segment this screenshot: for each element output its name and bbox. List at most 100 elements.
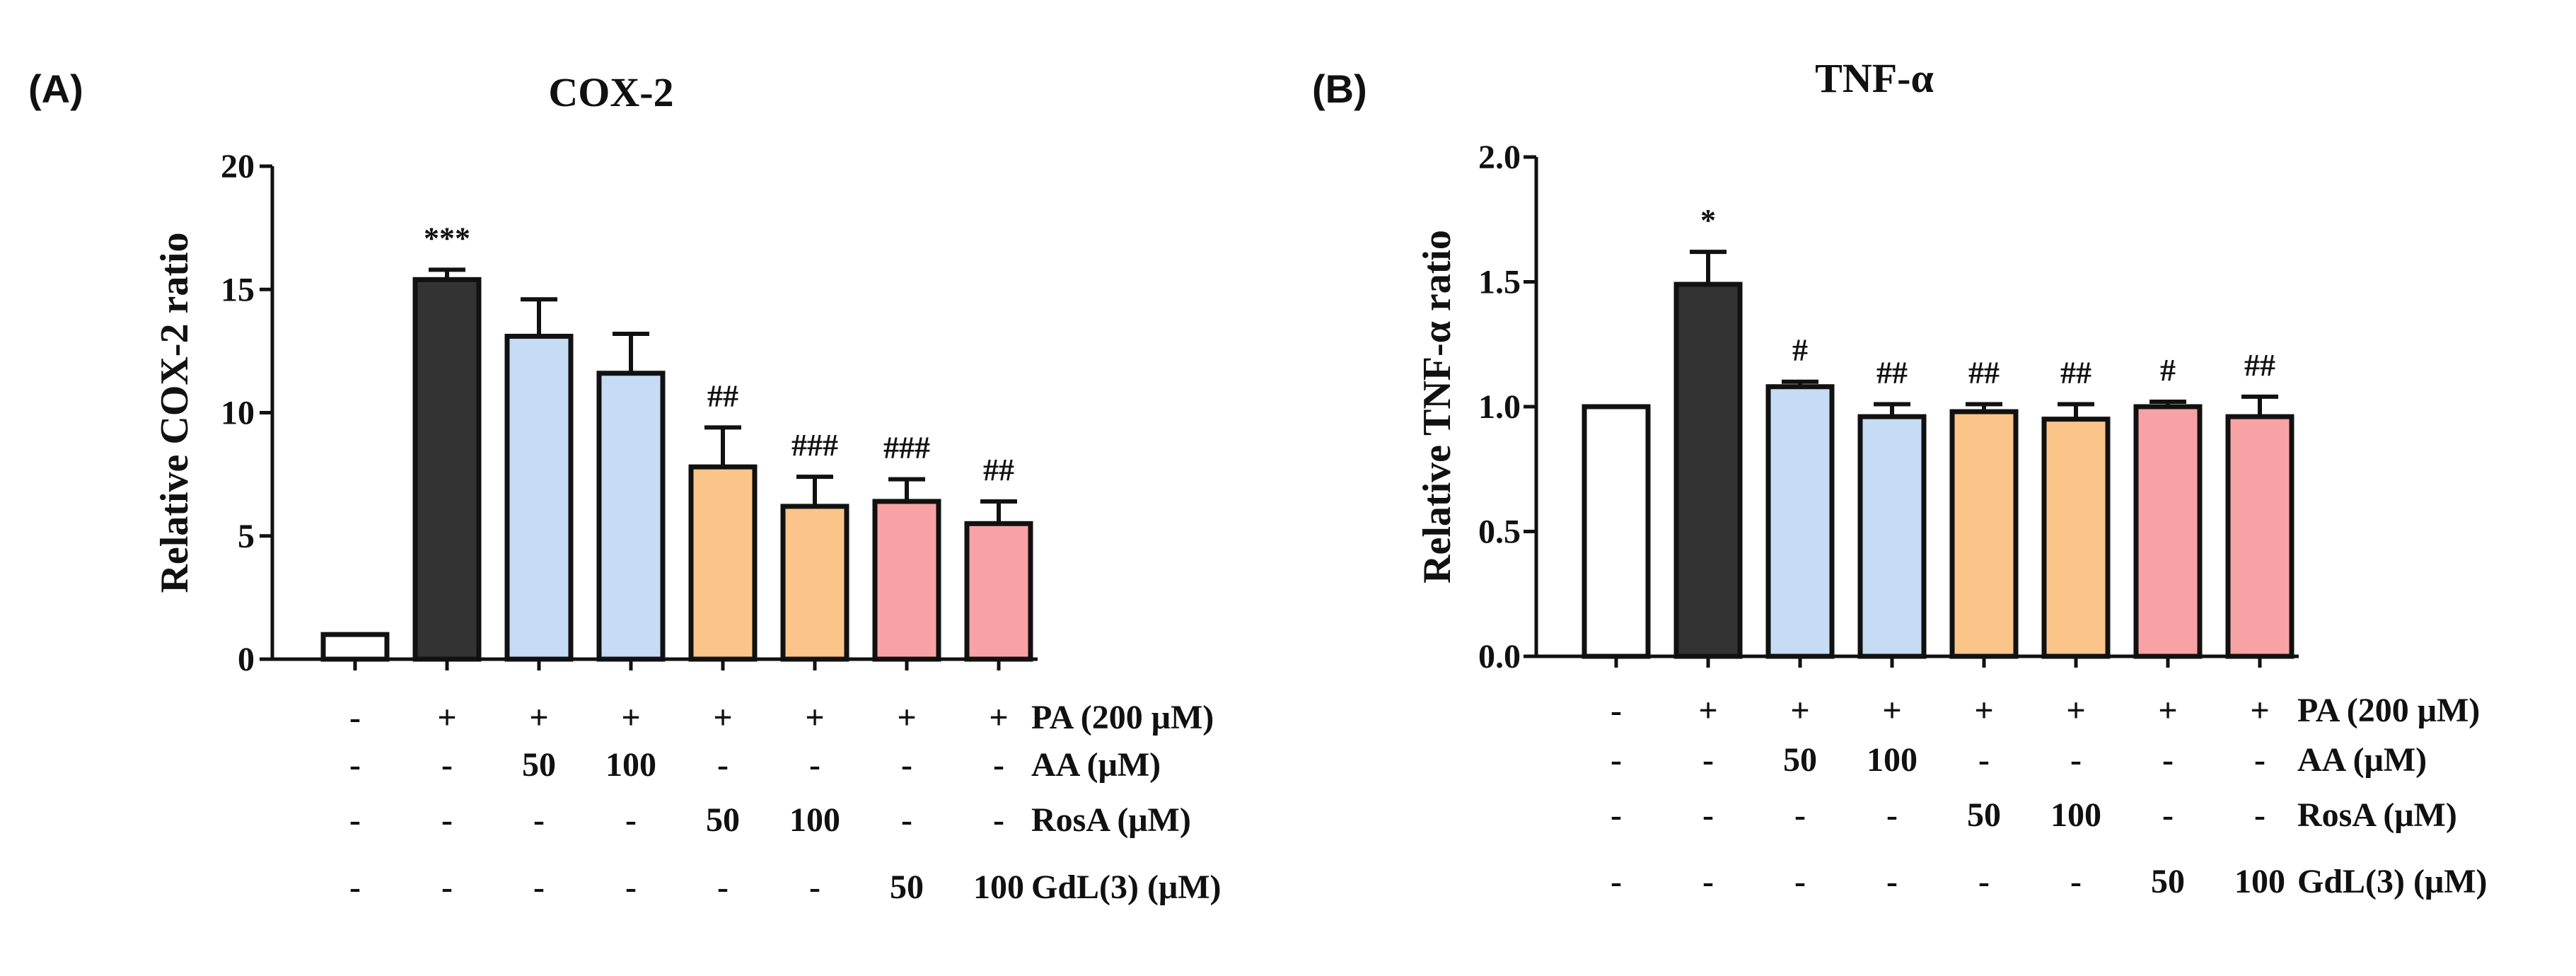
- bar: [596, 371, 666, 662]
- condition-cell: -: [1886, 796, 1898, 834]
- significance-marker: ##: [2244, 348, 2275, 383]
- condition-cell: -: [1794, 863, 1806, 900]
- significance-marker: #: [2160, 353, 2176, 388]
- condition-row-label: PA (200 μM): [1031, 699, 1214, 736]
- condition-cell: 100: [789, 801, 840, 839]
- condition-row-label: AA (μM): [1031, 746, 1161, 784]
- panel-label: (A): [28, 66, 83, 111]
- significance-marker: ##: [707, 378, 738, 413]
- bar: [2225, 414, 2294, 659]
- bar: [1765, 384, 1835, 659]
- condition-cell: -: [1611, 863, 1622, 900]
- significance-marker: *: [1700, 203, 1716, 238]
- y-tick-label: 10: [221, 395, 255, 432]
- condition-cell: -: [441, 801, 453, 839]
- condition-cell: -: [441, 746, 453, 784]
- condition-cell: -: [349, 801, 361, 839]
- condition-cell: -: [625, 801, 637, 839]
- y-tick-label: 5: [238, 518, 255, 555]
- condition-cell: -: [1794, 796, 1806, 834]
- chart-title: COX-2: [548, 69, 673, 115]
- condition-cell: 50: [1967, 796, 2001, 834]
- condition-row-label: RosA (μM): [1031, 801, 1191, 839]
- condition-cell: -: [2254, 741, 2265, 779]
- condition-cell: 100: [2234, 863, 2285, 900]
- condition-cell: -: [901, 801, 912, 839]
- condition-cell: -: [2162, 741, 2174, 779]
- condition-cell: +: [2066, 692, 2085, 729]
- condition-cell: +: [897, 699, 916, 736]
- bar: [2041, 417, 2111, 659]
- y-tick-label: 0: [238, 641, 255, 678]
- condition-cell: -: [2254, 796, 2265, 834]
- condition-cell: -: [533, 868, 545, 906]
- condition-cell: -: [1978, 863, 1990, 900]
- condition-cell: +: [437, 699, 456, 736]
- condition-cell: -: [1702, 741, 1714, 779]
- panel-b-tnf-alpha-chart: (B) TNF-α Relative TNF-α ratio 0.0 0.5 1.0 1.5…: [1312, 55, 2488, 900]
- condition-cell: +: [805, 699, 824, 736]
- condition-cell: -: [2070, 863, 2082, 900]
- bar: [1673, 281, 1743, 659]
- bar: [1582, 404, 1651, 659]
- condition-cell: -: [993, 746, 1004, 784]
- condition-cell: -: [1978, 741, 1990, 779]
- significance-marker: ###: [883, 431, 930, 465]
- condition-cell: -: [349, 868, 361, 906]
- condition-cell: 100: [2050, 796, 2101, 834]
- significance-marker: ##: [1876, 355, 1908, 390]
- condition-cell: 50: [890, 868, 924, 906]
- condition-cell: -: [1611, 741, 1622, 779]
- condition-cell: +: [1882, 692, 1901, 729]
- bar: [780, 504, 849, 662]
- bar: [2133, 404, 2203, 659]
- significance-marker: #: [1792, 333, 1808, 368]
- condition-cell: -: [533, 801, 545, 839]
- y-tick-label: 0.0: [1478, 638, 1521, 675]
- condition-cell: 100: [973, 868, 1024, 906]
- chart-title: TNF-α: [1815, 55, 1934, 101]
- condition-row-label: RosA (μM): [2297, 796, 2457, 834]
- y-tick-label: 1.5: [1478, 264, 1521, 301]
- condition-cell: 50: [706, 801, 740, 839]
- y-tick-label: 0.5: [1478, 513, 1521, 551]
- condition-cell: +: [989, 699, 1008, 736]
- condition-cell: -: [1611, 692, 1622, 729]
- condition-cell: -: [2162, 796, 2174, 834]
- condition-cell: -: [625, 868, 637, 906]
- condition-cell: -: [349, 746, 361, 784]
- condition-row-label: AA (μM): [2297, 741, 2427, 779]
- significance-marker: ##: [1968, 355, 2000, 390]
- bar: [1857, 414, 1927, 659]
- significance-marker: ##: [983, 453, 1014, 487]
- y-tick-label: 1.0: [1478, 388, 1521, 426]
- condition-cell: -: [809, 868, 820, 906]
- condition-cell: -: [1886, 863, 1898, 900]
- condition-cell: +: [1698, 692, 1717, 729]
- y-tick-label: 20: [221, 148, 255, 185]
- bar: [412, 277, 482, 662]
- y-tick-label: 15: [221, 271, 255, 308]
- y-axis-label: Relative COX-2 ratio: [153, 232, 197, 593]
- condition-cell: -: [717, 746, 729, 784]
- y-tick-label: 2.0: [1478, 139, 1521, 176]
- condition-cell: +: [2250, 692, 2269, 729]
- condition-cell: 50: [522, 746, 556, 784]
- y-axis-label: Relative TNF-α ratio: [1415, 230, 1459, 583]
- bar: [964, 521, 1033, 662]
- condition-cell: -: [1702, 796, 1714, 834]
- panel-a-cox2-chart: (A) COX-2 Relative COX-2 ratio 0 5 10 15 20 *** #…: [28, 66, 1222, 906]
- bar: [504, 333, 574, 662]
- bar: [320, 632, 390, 662]
- condition-cell: +: [1790, 692, 1809, 729]
- condition-cell: 100: [1867, 741, 1918, 779]
- condition-row-label: GdL(3) (μM): [1031, 868, 1222, 906]
- condition-cell: -: [1702, 863, 1714, 900]
- condition-cell: -: [901, 746, 912, 784]
- condition-cell: -: [993, 801, 1004, 839]
- condition-row-label: PA (200 μM): [2297, 692, 2480, 729]
- condition-cell: +: [1974, 692, 1993, 729]
- bar: [688, 464, 758, 662]
- condition-cell: -: [441, 868, 453, 906]
